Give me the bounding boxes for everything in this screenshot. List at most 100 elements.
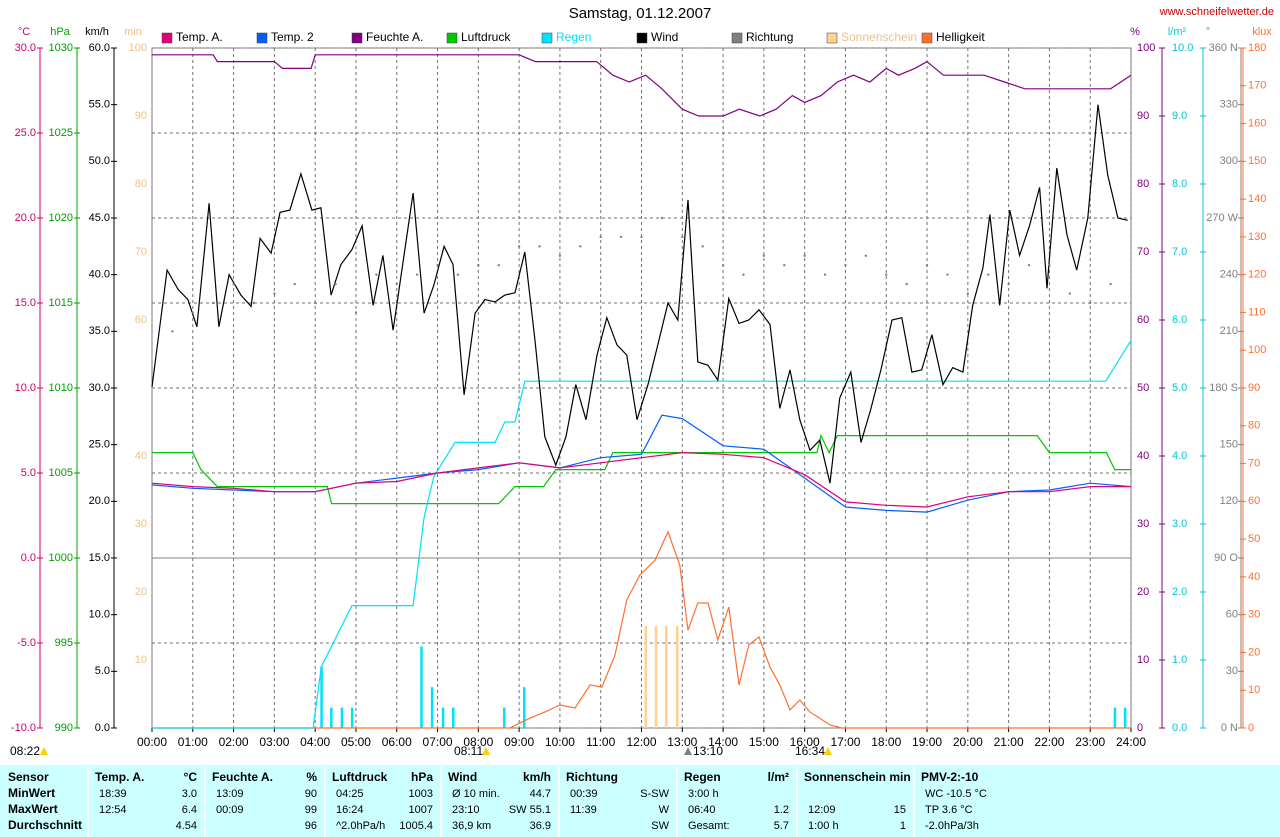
y-tick-label: -5.0 bbox=[17, 637, 36, 649]
direction-dot bbox=[905, 282, 908, 286]
direction-dot bbox=[823, 273, 827, 276]
y-tick-label: 8.0 bbox=[1172, 178, 1187, 190]
footer-cell: 1007 bbox=[409, 804, 433, 816]
footer-cell: 12:54 bbox=[99, 804, 127, 816]
source-url: www.schneifelwetter.de bbox=[1159, 6, 1274, 18]
footer-section-unit: l/m² bbox=[768, 770, 789, 784]
y-tick-label: 990 bbox=[55, 722, 73, 734]
annotation: 08:11 bbox=[454, 744, 483, 758]
y-tick-label: 20 bbox=[135, 586, 147, 598]
footer-cell: 99 bbox=[305, 804, 317, 816]
y-tick-label: 10.0 bbox=[89, 609, 110, 621]
y-tick-label: 2.0 bbox=[1172, 586, 1187, 598]
y-tick-label: 80 bbox=[1248, 420, 1260, 432]
legend-label: Luftdruck bbox=[461, 30, 511, 44]
direction-dot bbox=[415, 273, 419, 276]
y-tick-label: 100 bbox=[1248, 344, 1266, 356]
y-tick-label: 60 bbox=[1248, 495, 1260, 507]
bar bbox=[644, 626, 648, 728]
y-tick-label: 3.0 bbox=[1172, 518, 1187, 530]
series-line bbox=[151, 104, 1128, 484]
footer-cell: 5.7 bbox=[774, 820, 789, 832]
direction-dot bbox=[1007, 282, 1010, 286]
bar bbox=[523, 687, 526, 728]
footer-cell: SW bbox=[651, 820, 669, 832]
footer-section-title: Temp. A. bbox=[95, 770, 144, 784]
x-tick-label: 10:00 bbox=[545, 735, 575, 749]
footer-cell: WC -10.5 °C bbox=[925, 788, 987, 800]
direction-dot bbox=[477, 264, 480, 267]
y-tick-label: 100 bbox=[129, 42, 147, 54]
annotation: 13:10 bbox=[693, 744, 723, 758]
x-tick-label: 11:00 bbox=[586, 735, 615, 749]
direction-dot bbox=[946, 273, 949, 276]
footer-section-title: Regen bbox=[684, 770, 721, 784]
footer-section-unit: hPa bbox=[411, 770, 433, 784]
x-tick-label: 07:00 bbox=[423, 735, 453, 749]
footer-section-title: Wind bbox=[448, 770, 477, 784]
y-tick-label: 55.0 bbox=[89, 99, 110, 111]
legend-label: Temp. 2 bbox=[271, 30, 314, 44]
footer-cell: 04:25 bbox=[336, 788, 364, 800]
y-tick-label: 70 bbox=[1137, 246, 1149, 258]
y-tick-label: 15.0 bbox=[15, 297, 36, 309]
y-tick-label: 1025 bbox=[49, 127, 73, 139]
y-tick-label: 40 bbox=[1137, 450, 1149, 462]
footer-cell: 06:40 bbox=[688, 804, 716, 816]
x-tick-label: 15:00 bbox=[749, 735, 779, 749]
footer-section-title: Feuchte A. bbox=[212, 770, 273, 784]
direction-dot bbox=[558, 254, 562, 257]
direction-dot bbox=[334, 282, 337, 286]
bar bbox=[340, 707, 344, 728]
y-tick-label: 150 bbox=[1248, 155, 1266, 167]
direction-dot bbox=[1089, 301, 1092, 305]
direction-dot bbox=[395, 282, 398, 286]
y-tick-label: 50.0 bbox=[89, 155, 110, 167]
y-tick-label: 10.0 bbox=[1172, 42, 1193, 54]
footer-section-title: Sonnenschein min bbox=[804, 770, 911, 784]
annotation: 16:34 bbox=[795, 744, 825, 758]
y-tick-label: 1.0 bbox=[1172, 654, 1187, 666]
annotation-marker bbox=[684, 747, 692, 755]
y-tick-label: 0.0 bbox=[95, 722, 110, 734]
y-tick-label: 9.0 bbox=[1172, 110, 1187, 122]
footer-header: Sensor bbox=[8, 770, 49, 784]
y-tick-label: 20.0 bbox=[15, 212, 36, 224]
footer-section-title: Luftdruck bbox=[332, 770, 388, 784]
direction-dot bbox=[987, 273, 990, 276]
direction-dot bbox=[803, 254, 806, 257]
x-tick-label: 14:00 bbox=[708, 735, 738, 749]
legend-label: Temp. A. bbox=[176, 30, 223, 44]
bar bbox=[1113, 707, 1117, 728]
direction-dot bbox=[436, 264, 439, 267]
footer-cell: 13:09 bbox=[216, 788, 244, 800]
footer-cell: 1003 bbox=[409, 788, 433, 800]
bar bbox=[320, 666, 323, 728]
x-tick-label: 02:00 bbox=[219, 735, 249, 749]
y-tick-label: 120 bbox=[1248, 269, 1266, 281]
direction-dot bbox=[497, 264, 500, 267]
direction-dot bbox=[579, 245, 582, 248]
direction-dot bbox=[456, 273, 460, 276]
footer-cell: ^2.0hPa/h bbox=[336, 820, 385, 832]
x-tick-label: 12:00 bbox=[626, 735, 656, 749]
y-tick-label: 1010 bbox=[49, 382, 73, 394]
direction-dot bbox=[640, 235, 643, 239]
legend-swatch bbox=[161, 32, 173, 44]
y-tick-label: 120 bbox=[1220, 495, 1238, 507]
y-tick-label: 10 bbox=[135, 654, 147, 666]
footer-cell: 23:10 bbox=[452, 804, 480, 816]
y-tick-label: 180 S bbox=[1209, 382, 1238, 394]
x-tick-label: 13:00 bbox=[667, 735, 697, 749]
legend-swatch bbox=[826, 32, 838, 44]
footer-section-unit: °C bbox=[184, 770, 198, 784]
y-tick-label: 130 bbox=[1248, 231, 1266, 243]
y-tick-label: 15.0 bbox=[89, 552, 110, 564]
y-tick-label: 0 N bbox=[1221, 722, 1238, 734]
bar bbox=[350, 707, 354, 728]
bar bbox=[1123, 707, 1127, 728]
footer-section-title: PMV-2:-10 bbox=[921, 770, 979, 784]
y-tick-label: 1030 bbox=[49, 42, 73, 54]
direction-dot bbox=[252, 301, 256, 305]
